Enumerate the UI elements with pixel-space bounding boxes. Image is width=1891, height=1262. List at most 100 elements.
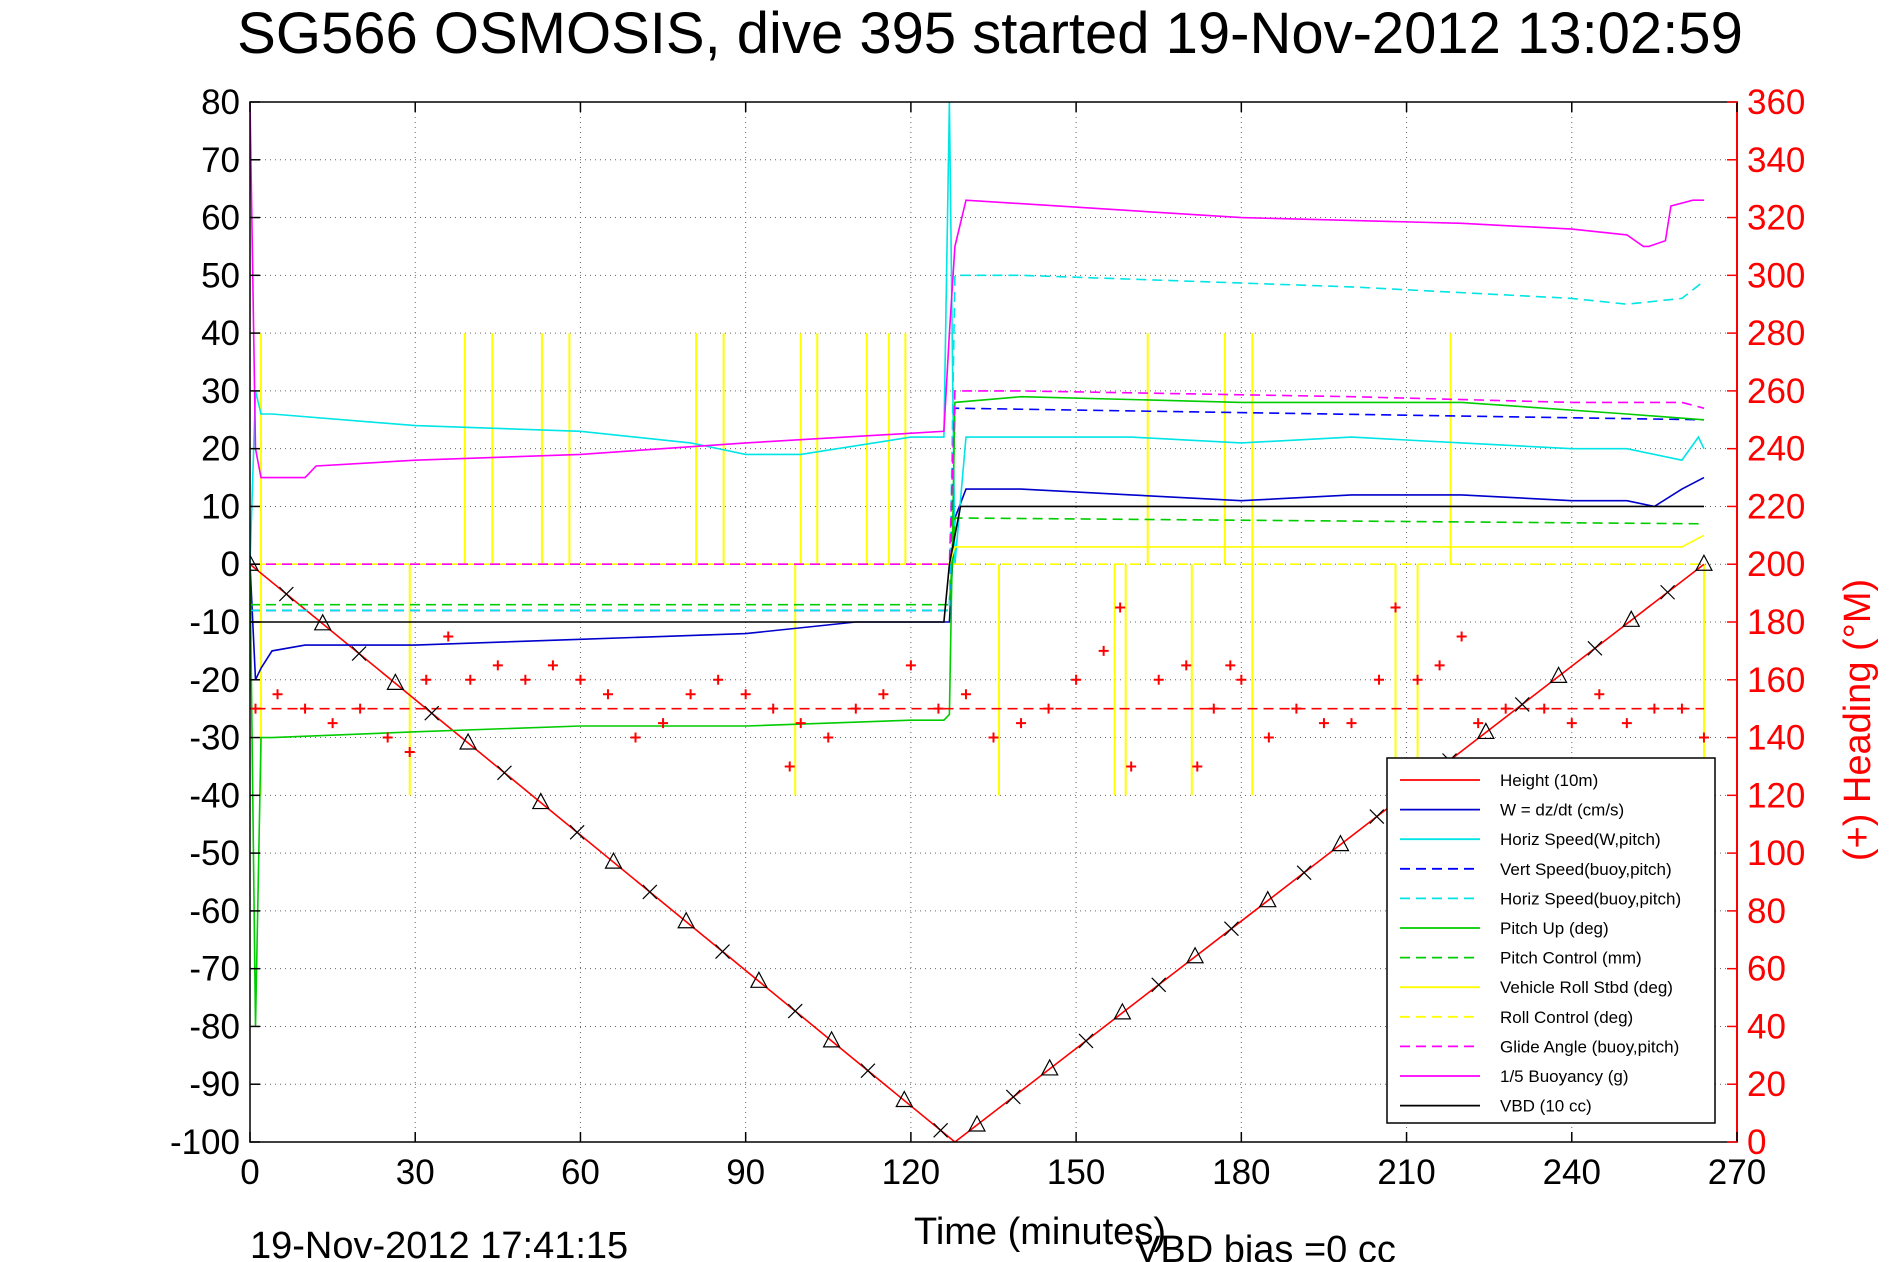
legend-label-height-10m: Height (10m) xyxy=(1500,771,1598,790)
series-vehicle-roll-stbd-deg xyxy=(250,534,1705,565)
legend-label-w-dz-dt-cm-s: W = dz/dt (cm/s) xyxy=(1500,801,1624,820)
height-marker-cross xyxy=(1151,977,1167,993)
height-marker-cross xyxy=(1514,696,1530,712)
y-tick-label: -90 xyxy=(189,1065,240,1104)
legend-box xyxy=(1386,757,1716,1124)
heading-marker xyxy=(658,718,669,729)
height-marker-triangle xyxy=(1186,946,1205,964)
x-tick-label: 180 xyxy=(1212,1153,1270,1192)
height-marker-cross xyxy=(1369,809,1385,824)
height-marker-triangle xyxy=(604,851,623,869)
legend: Height (10m) W = dz/dt (cm/s) Horiz Speed(… xyxy=(1386,757,1716,1124)
height-marker-triangle xyxy=(749,971,768,988)
y-tick-label: -30 xyxy=(189,719,240,758)
heading-marker xyxy=(1153,674,1164,685)
height-marker-triangle xyxy=(1113,1002,1132,1020)
y2-tick-label: 120 xyxy=(1747,776,1805,815)
x-tick-label: 90 xyxy=(726,1153,765,1192)
height-marker-triangle xyxy=(1331,834,1350,852)
heading-marker xyxy=(988,732,999,743)
heading-marker xyxy=(878,689,889,700)
heading-marker xyxy=(1566,718,1577,729)
right-axis-label: (+) Heading (°M) xyxy=(1837,579,1879,861)
heading-marker xyxy=(685,689,696,700)
footer-timestamp: 19-Nov-2012 17:41:15 xyxy=(250,1225,628,1262)
height-marker-cross xyxy=(569,824,585,840)
x-tick-label: 240 xyxy=(1543,1153,1601,1192)
legend-label-vert-speed-buoy-pitch: Vert Speed(buoy,pitch) xyxy=(1500,860,1672,879)
height-marker-triangle xyxy=(967,1114,986,1132)
heading-marker xyxy=(1594,689,1605,700)
series-horiz-speed-w-pitch xyxy=(250,102,1705,565)
height-marker-cross xyxy=(1296,865,1312,881)
height-marker-cross xyxy=(642,884,658,900)
height-marker-triangle xyxy=(459,732,478,750)
x-tick-label: 0 xyxy=(240,1153,259,1192)
legend-label-horiz-speed-buoy-pitch: Horiz Speed(buoy,pitch) xyxy=(1500,889,1681,908)
heading-marker xyxy=(1456,631,1467,642)
heading-marker xyxy=(443,631,454,642)
heading-marker xyxy=(1621,718,1632,729)
height-marker-cross xyxy=(1223,921,1239,937)
height-marker-cross xyxy=(497,765,512,781)
heading-marker xyxy=(1098,645,1109,656)
heading-marker xyxy=(713,674,724,685)
legend-label-vehicle-roll-stbd-deg: Vehicle Roll Stbd (deg) xyxy=(1500,978,1673,997)
y2-tick-label: 40 xyxy=(1747,1007,1786,1046)
y-tick-label: 70 xyxy=(201,141,240,180)
y-tick-label: -50 xyxy=(189,834,240,873)
heading-marker xyxy=(465,674,476,685)
heading-marker xyxy=(1434,660,1445,671)
x-tick-label: 270 xyxy=(1708,1153,1766,1192)
heading-marker xyxy=(1126,761,1137,772)
heading-marker xyxy=(1225,660,1236,671)
series-glide-angle-buoy-pitch xyxy=(250,390,1705,565)
height-marker-cross xyxy=(424,705,440,721)
legend-label-pitch-up-deg: Pitch Up (deg) xyxy=(1500,919,1609,938)
heading-marker xyxy=(1115,602,1126,613)
height-marker-cross xyxy=(278,586,294,602)
legend-label-1-5-buoyancy-g: 1/5 Buoyancy (g) xyxy=(1500,1067,1629,1086)
y2-tick-label: 20 xyxy=(1747,1065,1786,1104)
heading-marker xyxy=(575,674,586,685)
y2-tick-label: 300 xyxy=(1747,256,1805,295)
y2-tick-label: 100 xyxy=(1747,834,1805,873)
heading-marker xyxy=(404,747,415,757)
height-marker-cross xyxy=(1587,640,1603,656)
heading-marker xyxy=(1412,674,1423,685)
heading-marker xyxy=(1346,718,1357,729)
heading-marker xyxy=(823,732,834,743)
y-tick-label: 60 xyxy=(201,199,240,238)
y-tick-label: -40 xyxy=(189,776,240,815)
heading-markers xyxy=(250,602,1709,772)
y2-tick-label: 140 xyxy=(1747,719,1805,758)
x-tick-label: 30 xyxy=(396,1153,435,1192)
y-tick-label: 40 xyxy=(201,314,240,353)
height-marker-triangle xyxy=(1549,666,1568,683)
legend-label-roll-control-deg: Roll Control (deg) xyxy=(1500,1008,1633,1027)
x-axis: 0 30 60 90 120 150 180 210 240 270 xyxy=(240,102,1766,1192)
series-horiz-speed-buoy-pitch xyxy=(250,274,1705,612)
y-tick-label: -60 xyxy=(189,892,240,931)
height-marker-cross xyxy=(787,1003,803,1019)
height-marker-triangle xyxy=(1622,610,1641,627)
heading-marker xyxy=(520,674,531,685)
x-tick-label: 120 xyxy=(882,1153,940,1192)
height-marker-triangle xyxy=(1258,890,1277,908)
height-marker-cross xyxy=(351,646,367,662)
y2-tick-label: 60 xyxy=(1747,950,1786,989)
heading-marker xyxy=(1390,602,1401,613)
height-marker-cross xyxy=(1660,584,1676,600)
heading-marker xyxy=(740,689,751,700)
y2-tick-label: 280 xyxy=(1747,314,1805,353)
heading-marker xyxy=(547,660,558,671)
height-marker-triangle xyxy=(386,673,405,690)
y2-tick-label: 320 xyxy=(1747,199,1805,238)
height-marker-cross xyxy=(933,1122,949,1138)
dive-markers xyxy=(250,553,1713,1138)
series-vert-speed-buoy-pitch xyxy=(250,407,1705,612)
heading-marker xyxy=(492,660,503,671)
legend-label-horiz-speed-w-pitch: Horiz Speed(W,pitch) xyxy=(1500,830,1661,849)
height-marker-triangle xyxy=(895,1090,914,1108)
